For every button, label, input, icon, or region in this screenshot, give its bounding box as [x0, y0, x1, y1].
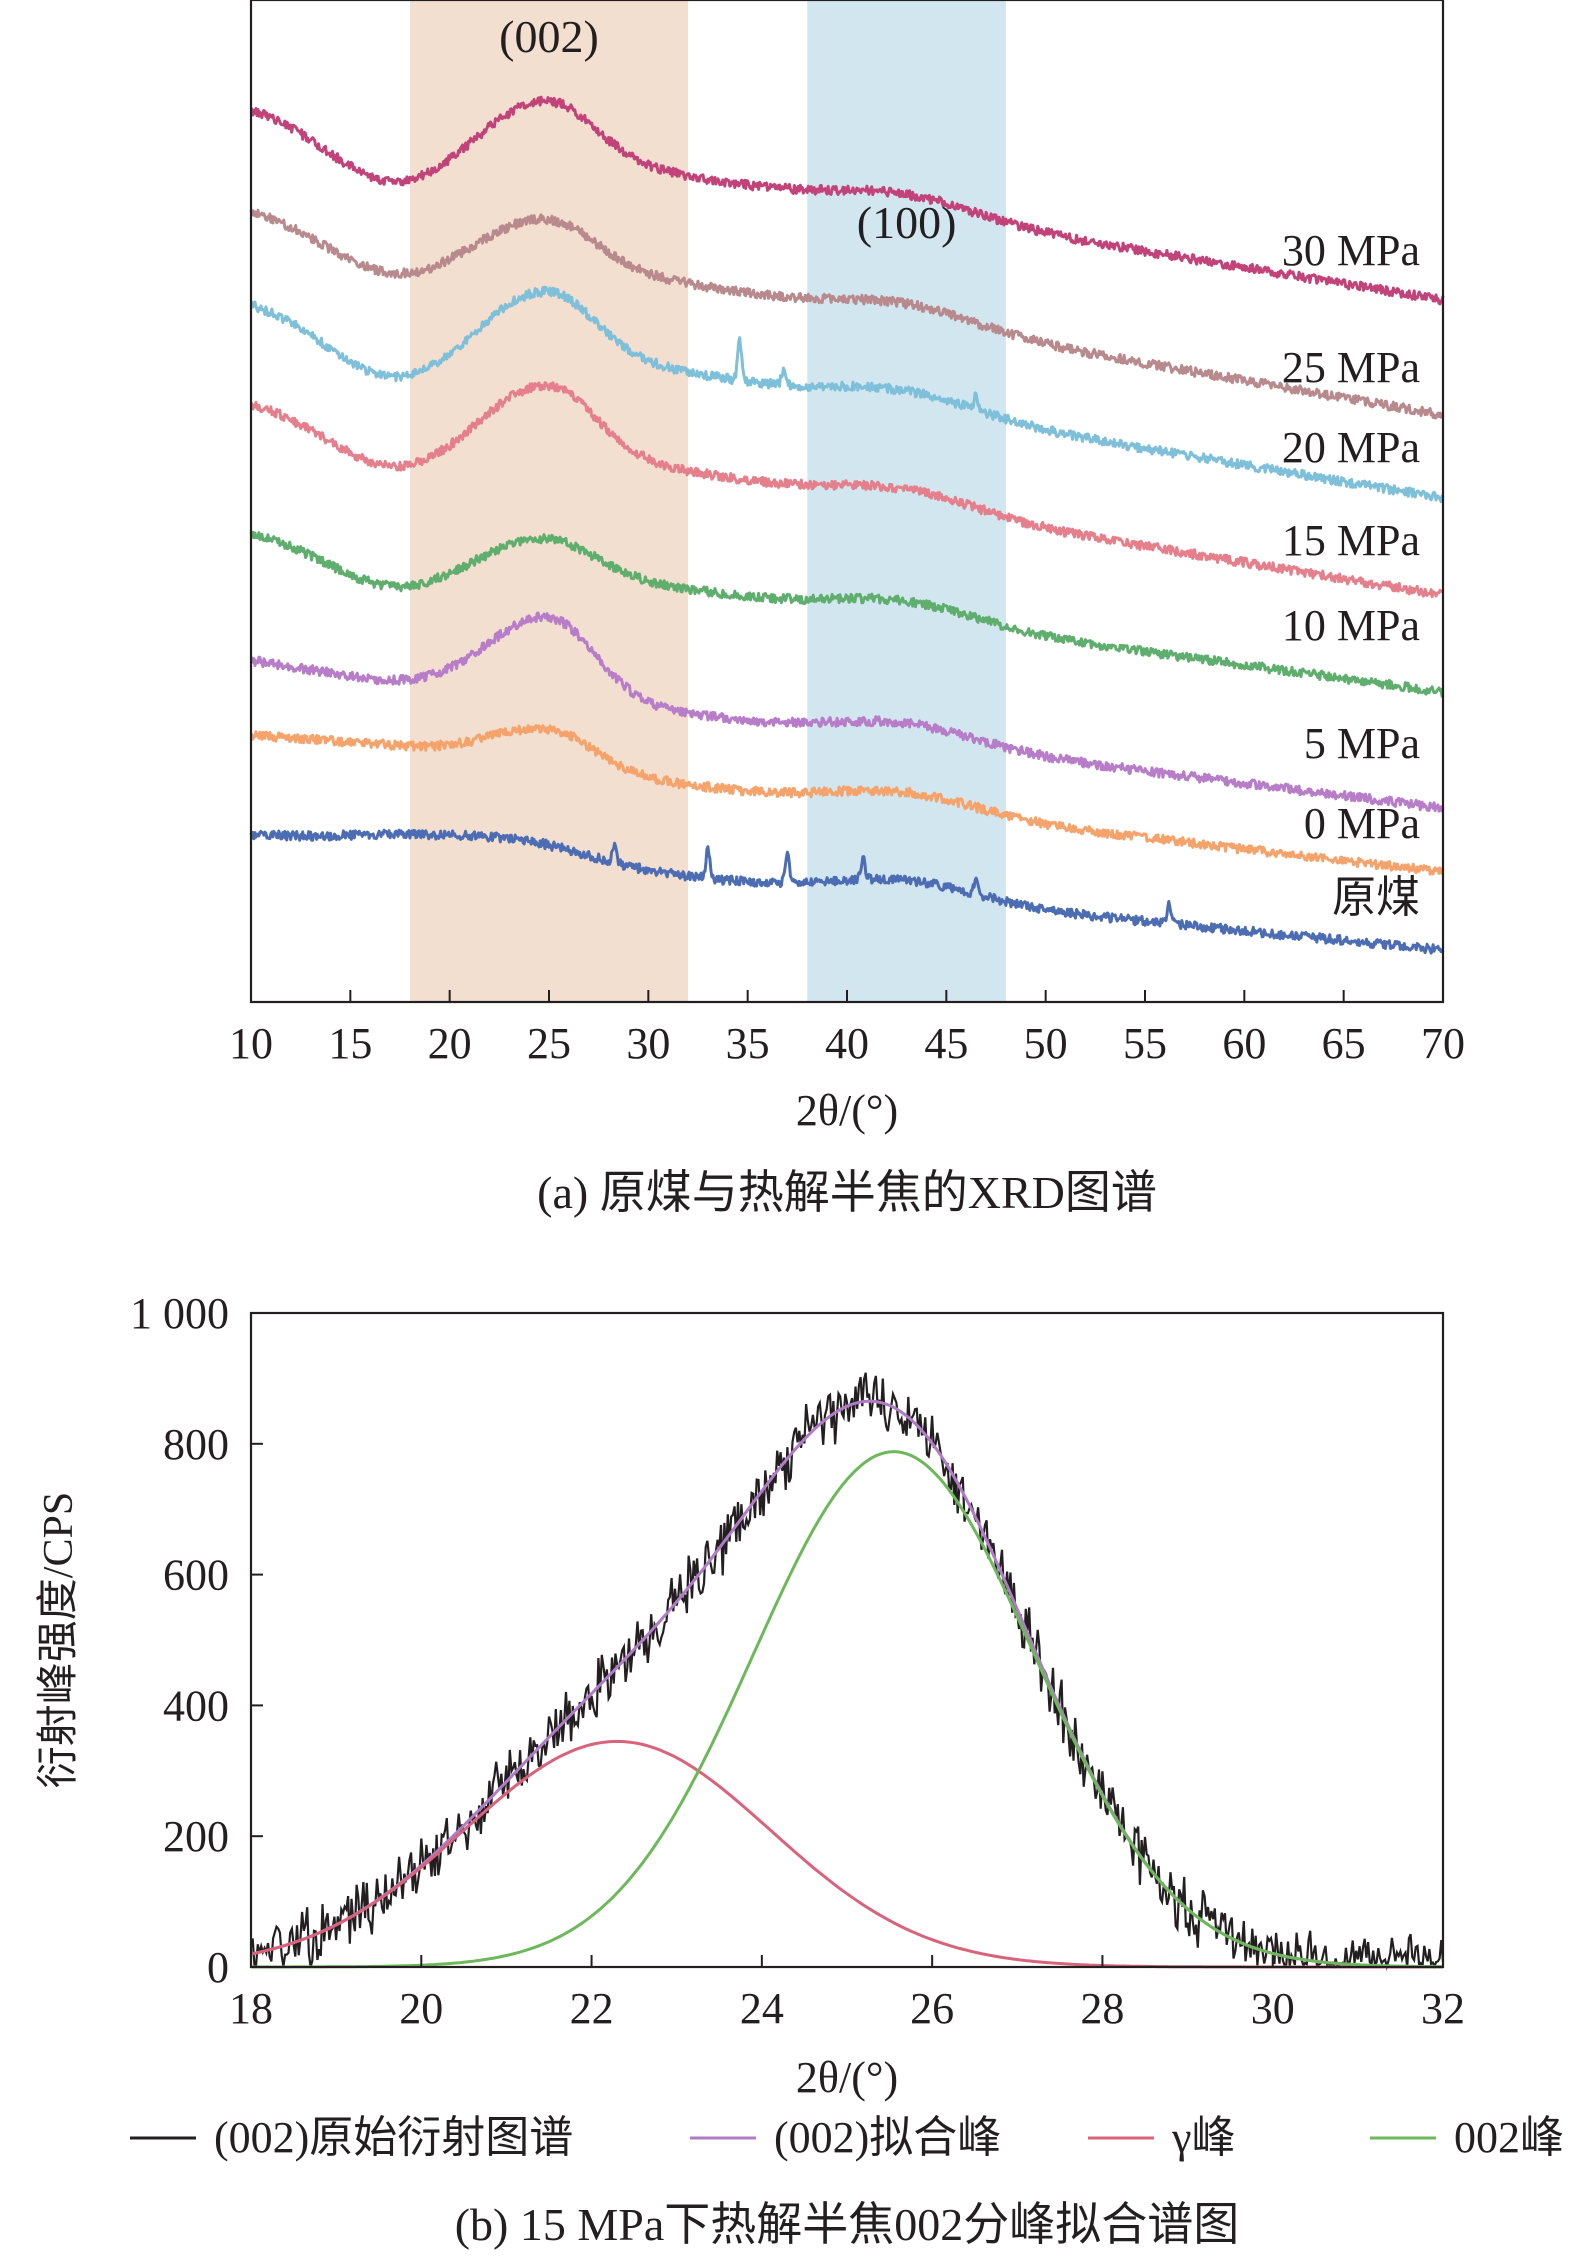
series-label-3: 20 MPa — [1282, 423, 1420, 472]
series-line-fit-002 — [250, 1399, 1444, 1969]
shaded-band-1 — [409, 0, 689, 1002]
panel-b-y-tick-label-1: 0 — [207, 1943, 229, 1992]
panel-b-x-tick-label-1: 18 — [229, 1984, 273, 2033]
panel-b-plot-frame — [249, 1311, 1445, 1969]
panel-a-x-tick-label-6: 35 — [726, 1019, 770, 1068]
panel-a-x-tick-label-12: 65 — [1322, 1019, 1366, 1068]
peak-annotation-1: (002) — [499, 11, 599, 62]
panel-b-y-axis-label: 衍射峰强度/CPS — [36, 1492, 82, 1788]
panel-a-x-tick-label-7: 40 — [825, 1019, 869, 1068]
panel-b-chart: 18 20 22 24 26 28 30 32 0 200 400 600 800 1 000 2θ/(°… — [36, 1289, 1564, 2250]
panel-a-x-tick-label-3: 20 — [428, 1019, 472, 1068]
panel-a-x-tick-label-11: 60 — [1222, 1019, 1266, 1068]
shaded-band-2 — [807, 0, 1006, 1002]
panel-b-caption: (b) 15 MPa下热解半焦002分峰拟合谱图 — [455, 2199, 1240, 2250]
panel-b-x-tick-label-7: 30 — [1251, 1984, 1295, 2033]
panel-b-x-tick-label-5: 26 — [910, 1984, 954, 2033]
series-label-7: 0 MPa — [1304, 799, 1420, 848]
panel-b-x-tick-label-3: 22 — [570, 1984, 614, 2033]
series-line-002-peak — [251, 1450, 1444, 1969]
panel-a-chart: 10 15 20 25 30 35 40 45 50 55 60 65 70 30 MPa 25 MPa 2… — [229, 0, 1465, 1218]
panel-a-x-tick-label-10: 55 — [1123, 1019, 1167, 1068]
legend-label-3: γ峰 — [1171, 2113, 1235, 2162]
series-label-6: 5 MPa — [1304, 719, 1420, 768]
panel-b-legend: (002)原始衍射图谱 (002)拟合峰 γ峰 002峰 — [130, 2113, 1564, 2162]
series-label-5: 10 MPa — [1282, 601, 1420, 650]
series-label-1: 30 MPa — [1282, 226, 1420, 275]
series-line-3 — [249, 285, 1445, 504]
panel-b-y-tick-label-5: 800 — [163, 1420, 229, 1469]
series-line-8 — [249, 828, 1445, 955]
panel-a-x-tick-label-5: 30 — [626, 1019, 670, 1068]
panel-b-y-tick-label-4: 600 — [163, 1551, 229, 1600]
legend-label-1: (002)原始衍射图谱 — [214, 2113, 573, 2162]
legend-label-2: (002)拟合峰 — [774, 2113, 1001, 2162]
panel-a-x-tick-label-2: 15 — [328, 1019, 372, 1068]
panel-b-x-tick-label-6: 28 — [1080, 1984, 1124, 2033]
panel-a-x-tick-label-9: 50 — [1024, 1019, 1068, 1068]
panel-b-y-tick-label-2: 200 — [163, 1812, 229, 1861]
panel-b-x-axis-label: 2θ/(°) — [796, 2053, 898, 2102]
panel-a-x-tick-label-4: 25 — [527, 1019, 571, 1068]
panel-a-x-axis-label: 2θ/(°) — [796, 1086, 898, 1135]
series-line-1 — [249, 95, 1445, 306]
panel-a-x-tick-label-13: 70 — [1421, 1019, 1465, 1068]
panel-a-x-tick-label-8: 45 — [924, 1019, 968, 1068]
series-line-6 — [249, 611, 1445, 813]
panel-b-x-tick-label-8: 32 — [1421, 1984, 1465, 2033]
series-label-8: 原煤 — [1332, 873, 1420, 922]
panel-a-caption: (a) 原煤与热解半焦的XRD图谱 — [537, 1167, 1157, 1218]
series-line-raw-002 — [249, 1372, 1445, 1971]
legend-label-4: 002峰 — [1454, 2113, 1564, 2162]
series-line-5 — [249, 530, 1445, 698]
panel-a-x-tick-label-1: 10 — [229, 1019, 273, 1068]
panel-b-y-tick-label-6: 1 000 — [130, 1289, 229, 1338]
series-label-2: 25 MPa — [1282, 343, 1420, 392]
series-label-4: 15 MPa — [1282, 516, 1420, 565]
panel-b-x-tick-label-4: 24 — [740, 1984, 784, 2033]
peak-annotation-2: (100) — [857, 197, 957, 248]
panel-b-x-tick-label-2: 20 — [399, 1984, 443, 2033]
series-line-7 — [249, 724, 1445, 876]
series-line-4 — [249, 381, 1444, 599]
panel-b-y-tick-label-3: 400 — [163, 1681, 229, 1730]
series-line-2 — [249, 208, 1445, 420]
